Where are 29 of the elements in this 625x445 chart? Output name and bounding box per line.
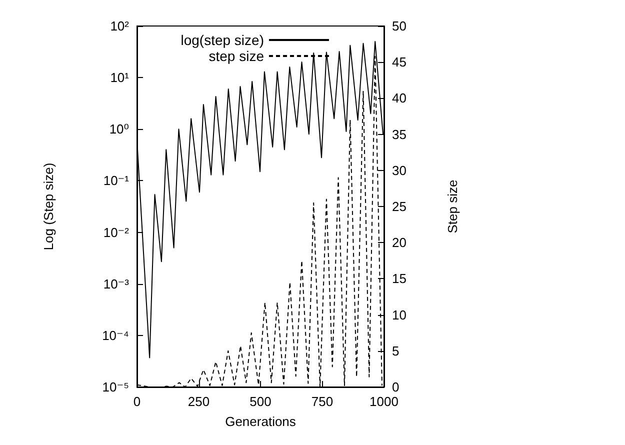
y2-tick-label: 30: [392, 162, 406, 178]
x-tick-label: 750: [311, 394, 334, 409]
y-tick-label: 10⁰: [109, 122, 129, 137]
y-tick-label: 10⁻⁴: [102, 328, 129, 343]
x-tick-label: 250: [188, 394, 210, 409]
y-tick-label: 10²: [110, 18, 130, 34]
y2-tick-label: 10: [392, 307, 406, 322]
x-axis-title: Generations: [225, 414, 296, 429]
x-tick-label: 0: [133, 394, 141, 409]
y-tick-label: 10⁻³: [103, 276, 130, 292]
y-tick-label: 10¹: [110, 70, 130, 86]
y2-tick-label: 0: [392, 380, 400, 394]
y2-tick-label: 5: [392, 343, 400, 358]
y2-tick-label: 15: [392, 271, 406, 286]
y-tick-label: 10⁻¹: [103, 173, 130, 188]
y2-tick-label: 35: [392, 126, 406, 142]
y2-tick-label: 40: [392, 90, 406, 106]
y-tick-label: 10⁻⁵: [102, 380, 129, 394]
y2-tick-label: 20: [392, 235, 406, 250]
y2-tick-label: 25: [392, 199, 406, 214]
x-tick-label: 1000: [370, 394, 398, 409]
y-axis-title: Log (Step size): [41, 162, 56, 250]
y2-tick-label: 50: [392, 18, 406, 34]
y-tick-label: 10⁻²: [103, 224, 130, 240]
x-tick-label: 500: [250, 394, 272, 409]
legend-label: log(step size): [180, 32, 264, 48]
y2-tick-label: 45: [392, 54, 406, 70]
legend-label: step size: [208, 48, 264, 64]
y2-axis-title: Step size: [445, 180, 460, 234]
